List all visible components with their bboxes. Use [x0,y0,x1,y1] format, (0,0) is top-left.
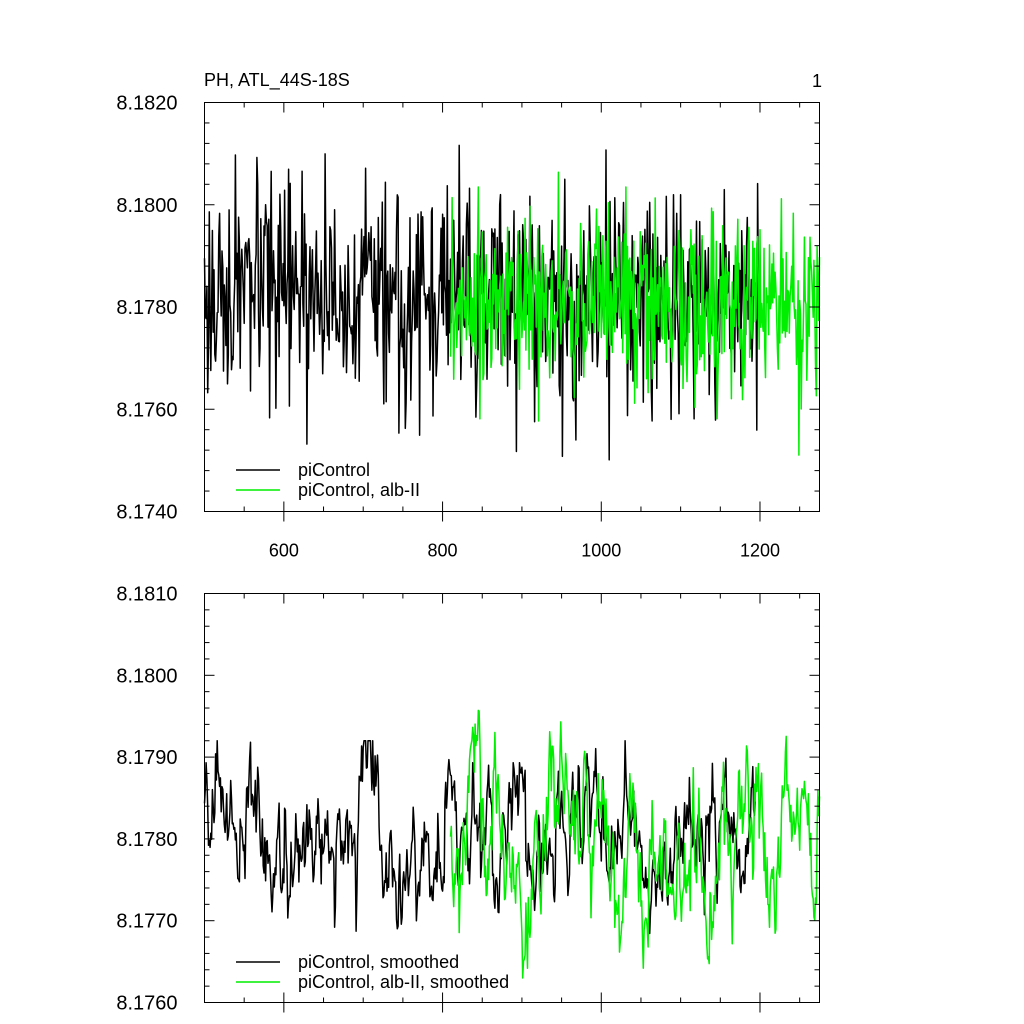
legend-label-picontrol-alb-ii: piControl, alb-II [298,480,420,500]
tick-layer: 8.1760 8.1770 8.1780 8.1790 8.1800 8.1810 [116,584,820,1015]
x-tick-label: 1000 [581,541,621,561]
tick-layer: 600 800 1000 1200 8.1740 8.1760 8.1780 8.1800 8.… [116,93,820,561]
y-tick-label: 8.1790 [116,747,177,769]
y-tick-label: 8.1810 [116,584,177,606]
y-tick-label: 8.1780 [116,297,177,319]
legend: piControl piControl, alb-II [236,460,420,500]
y-tick-label: 8.1800 [116,665,177,687]
bottom-panel: 8.1760 8.1770 8.1780 8.1790 8.1800 8.1810 piC… [116,584,821,1015]
legend-label-picontrol-alb-ii-smoothed: piControl, alb-II, smoothed [298,972,509,992]
series-line-picontrol-alb-ii [449,709,821,979]
chart-title: PH, ATL_44S-18S [204,70,350,91]
series-line-picontrol [203,739,757,935]
y-tick-label: 8.1800 [116,195,177,217]
x-tick-label: 800 [428,541,458,561]
legend-label-picontrol: piControl [298,460,370,480]
top-panel: PH, ATL_44S-18S 1 600 800 1000 1200 8.1740 8.… [116,70,822,561]
plot-frame [204,593,820,1003]
y-tick-label: 8.1760 [116,993,177,1015]
legend-label-picontrol-smoothed: piControl, smoothed [298,952,459,972]
panel-number-label: 1 [812,71,822,91]
series-layer [203,709,821,979]
y-tick-label: 8.1820 [116,93,177,115]
series-layer [203,144,821,461]
x-tick-label: 600 [269,541,299,561]
series-line-picontrol-alb-ii [449,171,821,456]
y-tick-label: 8.1780 [116,829,177,851]
y-tick-label: 8.1770 [116,911,177,933]
legend: piControl, smoothed piControl, alb-II, s… [236,952,509,992]
y-tick-label: 8.1760 [116,399,177,421]
x-tick-label: 1200 [740,541,780,561]
y-tick-label: 8.1740 [116,502,177,524]
